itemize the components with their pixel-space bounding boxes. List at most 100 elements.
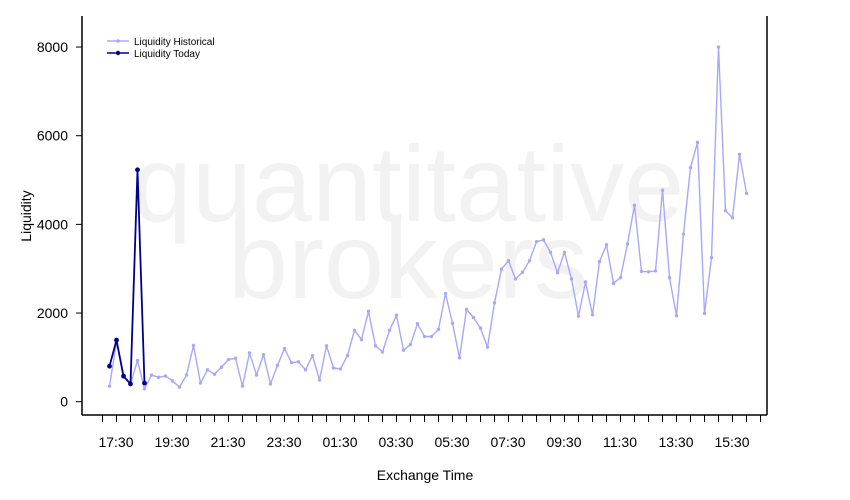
data-point-historical [576,314,581,318]
data-point-historical [226,357,231,362]
data-point-historical [261,353,266,357]
data-point-historical [639,269,644,274]
data-point-historical [730,216,735,220]
data-point-historical [604,243,609,247]
data-point-historical [345,353,350,358]
data-point-historical [618,275,623,280]
data-point-historical [401,348,406,352]
data-point-historical [492,301,497,305]
y-tick-label: 2000 [37,305,68,321]
data-point-historical [254,373,259,377]
data-point-historical [681,232,686,236]
data-point-historical [191,343,196,348]
data-point-historical [275,363,280,368]
data-point-historical [457,356,462,360]
y-tick-label: 8000 [37,39,68,55]
data-point-historical [408,342,413,347]
x-tick-label: 09:30 [546,434,581,450]
data-point-historical [499,267,504,271]
watermark-line-1: quantitative [132,123,684,244]
data-point-historical [667,275,672,280]
legend-historical-label: Liquidity Historical [134,37,215,48]
data-point-historical [436,327,441,332]
data-point-historical [541,238,546,242]
data-point-historical [485,345,490,349]
data-point-historical [289,360,294,365]
data-point-historical [555,270,560,275]
data-point-historical [394,313,399,317]
data-point-historical [534,239,539,244]
data-point-historical [744,191,749,196]
data-point-historical [716,45,721,49]
data-point-historical [562,250,567,254]
x-tick-label: 03:30 [378,434,413,450]
data-point-historical [415,321,420,326]
data-point-today [135,167,140,173]
data-point-historical [611,281,616,286]
data-point-historical [268,382,273,386]
data-point-historical [625,242,630,246]
data-point-historical [702,311,707,316]
data-point-historical [184,373,189,377]
y-axis-title: Liquidity [18,190,34,241]
data-point-historical [632,203,637,208]
data-point-historical [205,368,210,372]
data-point-historical [506,259,511,263]
legend-today-label: Liquidity Today [134,49,200,60]
data-point-historical [107,384,112,388]
data-point-historical [163,374,168,378]
data-point-historical [331,366,336,370]
x-tick-label: 07:30 [490,434,525,450]
x-tick-label: 01:30 [322,434,357,450]
y-axis: 0 2000 4000 6000 8000 [37,39,82,410]
data-point-historical [142,387,147,391]
data-point-historical [156,375,161,380]
data-point-historical [352,328,357,333]
legend-today-marker [115,50,121,56]
legend-historical-marker [116,39,120,43]
data-point-historical [674,313,679,318]
data-point-historical [513,277,518,281]
data-point-historical [527,259,532,263]
data-point-historical [366,309,371,313]
data-point-historical [135,358,140,363]
data-point-historical [548,250,553,254]
data-point-historical [429,334,434,339]
data-point-historical [688,165,693,170]
x-tick-label: 19:30 [154,434,189,450]
watermark: quantitative brokers [132,123,684,321]
data-point-historical [723,208,728,213]
data-point-today [128,381,133,387]
data-point-historical [653,269,658,273]
x-tick-label: 21:30 [210,434,245,450]
data-point-historical [247,351,252,355]
data-point-historical [380,350,385,354]
series-layer [107,45,749,391]
data-point-today [121,373,126,379]
y-tick-label: 4000 [37,216,68,232]
data-point-historical [373,344,378,348]
data-point-historical [478,326,483,330]
data-point-historical [310,353,315,358]
data-point-historical [464,307,469,312]
legend: Liquidity Historical Liquidity Today [107,37,215,60]
data-point-historical [590,313,595,317]
x-tick-label: 15:30 [714,434,749,450]
data-point-historical [324,344,329,348]
data-point-historical [569,277,574,281]
data-point-historical [338,367,343,371]
data-point-historical [583,280,588,284]
data-point-historical [660,188,665,192]
x-tick-label: 11:30 [603,434,637,450]
data-point-historical [443,291,448,296]
data-point-historical [177,385,182,389]
y-tick-label: 6000 [37,128,68,144]
data-point-historical [149,373,154,377]
data-point-historical [695,140,700,145]
watermark-line-2: brokers [228,200,588,321]
data-point-historical [597,259,602,264]
data-point-historical [303,368,308,372]
x-tick-label: 13:30 [658,434,693,450]
data-point-historical [233,356,238,360]
